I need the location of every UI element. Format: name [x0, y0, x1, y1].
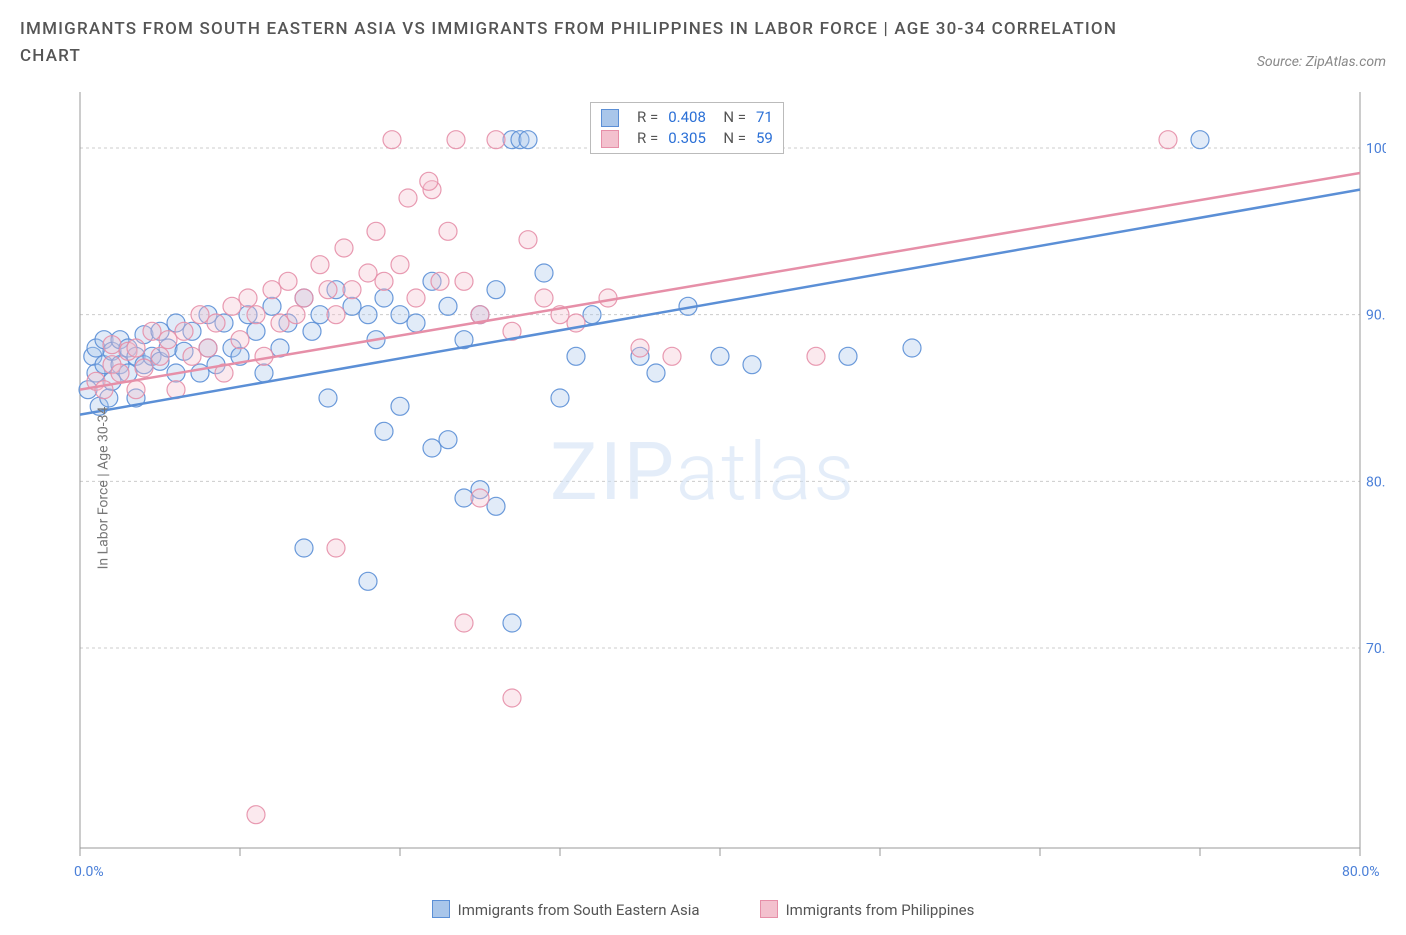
y-axis-label: In Labor Force | Age 30-34 [95, 407, 111, 570]
legend: Immigrants from South Eastern Asia Immigr… [20, 900, 1386, 919]
svg-text:100.0%: 100.0% [1366, 141, 1386, 157]
legend-label: Immigrants from Philippines [786, 901, 975, 919]
stats-legend-box: R =0.408 N =71R =0.305 N =59 [590, 102, 784, 154]
r-value: 0.305 [668, 128, 706, 149]
stats-row: R =0.408 N =71 [601, 107, 773, 128]
legend-item: Immigrants from Philippines [760, 900, 975, 919]
legend-item: Immigrants from South Eastern Asia [432, 900, 700, 919]
stats-row: R =0.305 N =59 [601, 128, 773, 149]
legend-label: Immigrants from South Eastern Asia [458, 901, 700, 919]
chart-title: IMMIGRANTS FROM SOUTH EASTERN ASIA VS IM… [20, 16, 1120, 70]
svg-text:70.0%: 70.0% [1366, 641, 1386, 657]
r-value: 0.408 [668, 107, 706, 128]
svg-text:0.0%: 0.0% [74, 864, 104, 880]
svg-text:90.0%: 90.0% [1366, 308, 1386, 324]
source-credit: Source: ZipAtlas.com [1257, 54, 1386, 70]
scatter-plot: 70.0% 80.0% 90.0% 100.0% 0.0% 80.0% [20, 78, 1386, 898]
n-value: 59 [756, 128, 773, 149]
svg-text:80.0%: 80.0% [1366, 475, 1386, 491]
chart-area: In Labor Force | Age 30-34 ZIPatlas 70.0… [20, 78, 1386, 898]
n-value: 71 [756, 107, 773, 128]
svg-text:80.0%: 80.0% [1342, 864, 1380, 880]
